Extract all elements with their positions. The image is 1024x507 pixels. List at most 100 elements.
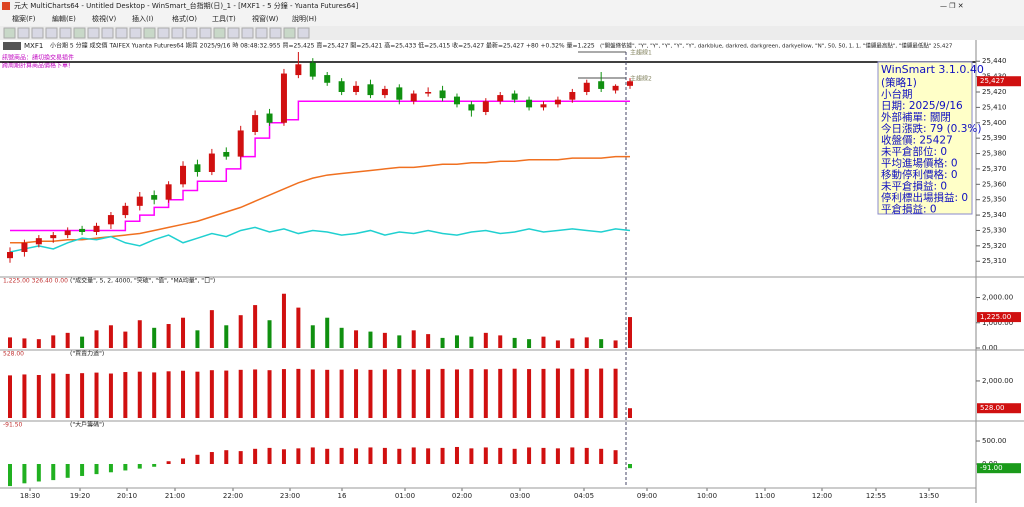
bar [628,463,632,469]
bar [613,340,618,348]
tool-button[interactable] [45,27,58,39]
menu-item[interactable]: 說明(H) [292,14,317,23]
tool-button[interactable] [185,27,198,39]
menu-item[interactable]: 格式(O) [172,14,197,23]
bar [209,370,214,418]
bar [584,447,589,464]
bar [137,320,142,348]
bar [65,373,70,418]
candle-body [598,81,605,89]
tool-button[interactable] [157,27,170,39]
y-tick-label: 25,320 [982,242,1007,250]
tool-button[interactable] [59,27,72,39]
panel-values: 1,225.00 326.40 0.00 [3,278,68,285]
y-tick-label: 25,390 [982,134,1007,142]
bar [426,334,431,348]
menu-item[interactable]: 工具(T) [212,15,236,23]
bar [22,338,27,348]
panel-name: ("買賣力道") [70,350,104,358]
menu-item[interactable]: 檔案(F) [12,14,36,23]
last-value-label: 1,225.00 [980,313,1011,321]
candle-body [338,81,345,92]
bar [397,448,402,464]
bar [209,310,214,348]
bar [325,448,330,464]
bar [628,408,632,418]
bar [181,370,186,418]
tool-button[interactable] [227,27,240,39]
bar [166,324,171,348]
tool-button[interactable] [73,27,86,39]
window-buttons[interactable]: — ❐ ✕ [940,2,964,10]
candle-body [381,88,388,96]
bar [570,368,575,418]
bar [512,448,517,464]
bar [440,447,445,464]
bar [570,338,575,348]
menu-item[interactable]: 檢視(V) [92,14,117,23]
info-line: 小台期 [881,88,913,101]
bar [224,370,229,418]
bar [368,447,373,464]
indicator-line [10,100,630,232]
bar [253,305,258,348]
menu-item[interactable]: 編輯(E) [52,14,76,23]
tool-button[interactable] [17,27,30,39]
tool-button[interactable] [143,27,156,39]
y-tick-label: 25,350 [982,196,1007,204]
tool-button[interactable] [115,27,128,39]
bar [8,463,12,487]
tool-button[interactable] [129,27,142,39]
bar [469,448,474,464]
note: 跨周期計算商品價格下單! [2,62,70,70]
candle-body [122,205,129,216]
tool-button[interactable] [31,27,44,39]
x-tick-label: 18:30 [20,492,40,500]
last-value-label: 25,427 [980,77,1005,85]
tool-button[interactable] [87,27,100,39]
candle-body [540,104,547,108]
bar [253,448,258,464]
bar [397,369,402,418]
x-tick-label: 11:00 [755,492,775,500]
bar [108,325,113,348]
bar [512,368,517,418]
symbol-badge [3,42,21,50]
tool-button[interactable] [297,27,310,39]
tool-button[interactable] [171,27,184,39]
bar [454,446,459,464]
y-tick-label: 25,380 [982,150,1007,158]
bar [426,369,431,418]
bar [8,337,12,348]
menu-item[interactable]: 視窗(W) [252,14,279,23]
tool-button[interactable] [269,27,282,39]
menu-item[interactable]: 插入(I) [132,14,154,23]
tool-button[interactable] [3,27,16,39]
tool-button[interactable] [241,27,254,39]
candle-body [252,115,259,132]
tool-button[interactable] [101,27,114,39]
bar [195,330,200,348]
bar [555,368,560,418]
last-value-label: -91.00 [980,464,1003,472]
bar [527,339,532,348]
bar [541,368,546,418]
tool-button[interactable] [213,27,226,39]
trend-label: 主趨線2 [630,75,652,83]
x-tick-label: 02:00 [452,492,472,500]
tool-button[interactable] [199,27,212,39]
bar [238,369,243,418]
info-line: 平倉損益: 0 [881,203,937,216]
last-value-box [977,463,1021,474]
last-value-box [977,312,1021,323]
candle-body [324,75,331,83]
bar [181,458,186,464]
bar [238,315,243,348]
tool-button[interactable] [283,27,296,39]
candle-body [309,62,316,77]
bar [354,369,359,418]
tool-button[interactable] [255,27,268,39]
info-line: 未平倉損益: 0 [881,180,947,193]
bar [454,369,459,418]
